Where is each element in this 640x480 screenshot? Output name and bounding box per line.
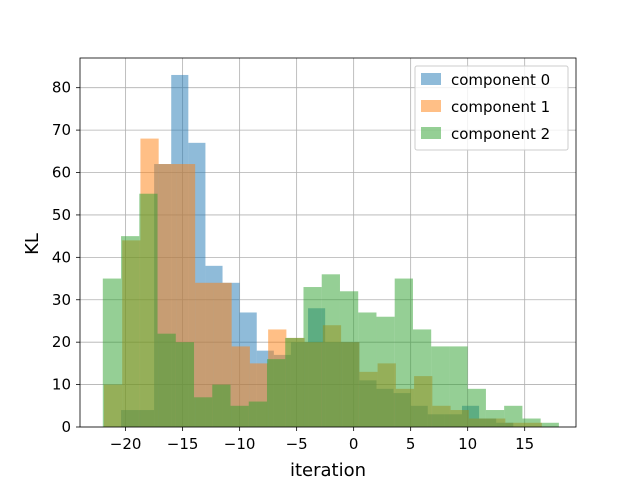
x-tick-label-7: 15 [515,435,534,453]
x-tick-label-5: 5 [406,435,416,453]
bar-series-2-bin-9 [266,359,286,427]
x-tick-label-3: −5 [286,435,308,453]
y-tick-label-3: 30 [52,291,71,309]
bar-series-2-bin-22 [504,405,523,427]
bar-series-2-bin-18 [431,346,450,427]
bar-series-2-bin-12 [321,274,340,427]
bar-series-2-bin-14 [358,312,377,427]
legend-swatch-component-1 [421,100,441,112]
axes [79,57,577,428]
bar-series-1-bin-5 [195,282,214,427]
y-tick-label-2: 20 [52,333,71,351]
legend-entry-component-0: component 0 [421,71,550,89]
bar-series-2-bin-20 [467,388,486,427]
legend-frame [414,65,569,151]
x-tick-label-4: 0 [349,435,359,453]
bar-series-2-bin-24 [540,422,559,427]
y-tick-label-5: 50 [52,206,71,224]
histogram-bars [102,74,559,428]
bar-series-2-bin-1 [121,236,140,427]
bar-series-2-bin-8 [248,401,267,427]
bar-series-2-bin-21 [485,410,505,427]
bar-series-2-bin-23 [522,418,541,427]
plot-frame [79,57,577,428]
bar-series-2-bin-10 [285,337,304,427]
legend-label-component-1: component 1 [451,98,550,116]
legend-label-component-0: component 0 [451,71,550,89]
series-2-bars [102,193,559,427]
bar-series-2-bin-0 [102,278,122,427]
x-axis-label: iteration [290,460,366,480]
y-axis-label: KL [22,233,43,255]
bar-series-2-bin-13 [339,291,359,427]
y-tick-label-1: 10 [52,376,71,394]
bar-series-2-bin-5 [194,397,213,427]
y-tick-label-7: 70 [52,121,71,139]
x-tick-label-0: −20 [110,435,142,453]
bar-series-2-bin-7 [230,405,249,427]
bar-series-2-bin-15 [376,316,395,427]
legend-swatch-component-2 [421,127,441,139]
bar-series-2-bin-16 [394,278,413,427]
bar-series-2-bin-17 [412,329,432,427]
bar-series-2-bin-19 [449,346,468,427]
legend-entry-component-2: component 2 [421,125,550,143]
legend-entry-component-1: component 1 [421,98,550,116]
y-tick-label-4: 40 [52,248,71,266]
bar-series-2-bin-11 [303,287,322,427]
y-tick-label-6: 60 [52,164,71,182]
tick-labels: −20 −15 −10 −5 0 5 10 15 0 10 20 30 40 50 60 70 80 [52,79,534,453]
x-tick-label-2: −10 [224,435,256,453]
bar-series-2-bin-2 [139,193,158,427]
y-tick-label-8: 80 [52,79,71,97]
legend: component 0 component 1 component 2 [414,65,569,151]
x-tick-label-1: −15 [167,435,199,453]
y-tick-label-0: 0 [61,418,71,436]
x-tick-label-6: 10 [458,435,477,453]
bar-series-2-bin-4 [175,342,195,427]
bar-series-2-bin-3 [157,333,176,427]
bar-series-2-bin-6 [212,384,231,427]
legend-swatch-component-0 [421,73,441,85]
legend-label-component-2: component 2 [451,125,550,143]
